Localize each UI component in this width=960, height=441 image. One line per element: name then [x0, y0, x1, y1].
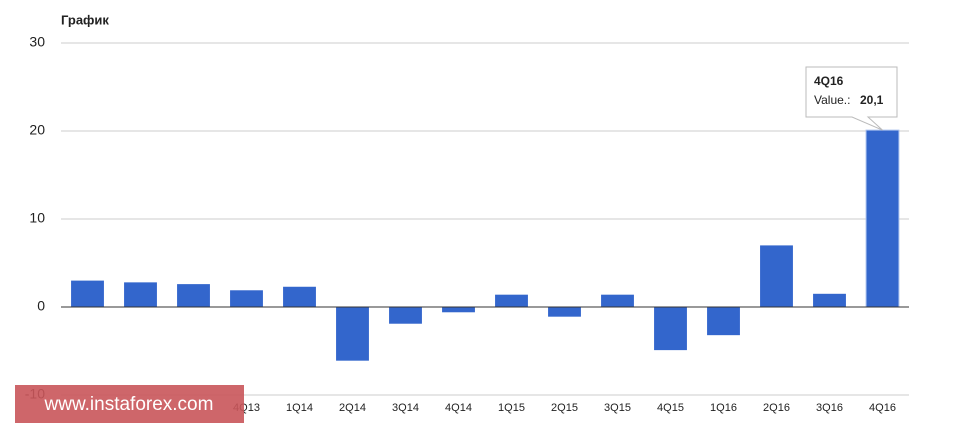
watermark-text: www.instaforex.com: [44, 394, 214, 415]
bar: [230, 290, 263, 307]
x-tick-label: 2Q16: [763, 402, 790, 414]
bar: [442, 307, 475, 313]
bar: [283, 286, 316, 307]
chart-title: График: [61, 12, 109, 27]
x-tick-label: 4Q14: [445, 402, 472, 414]
x-tick-label: 3Q14: [392, 402, 419, 414]
bar: [601, 294, 634, 307]
tooltip-label: Value.:: [814, 93, 850, 107]
x-tick-label: 4Q16: [869, 402, 896, 414]
bar: [548, 307, 581, 317]
bar: [760, 245, 793, 307]
tooltip-title: 4Q16: [814, 74, 844, 88]
bar: [389, 307, 422, 324]
bar: [124, 282, 157, 307]
bar: [865, 129, 900, 308]
watermark-box: [15, 385, 244, 423]
x-tick-label: 2Q14: [339, 402, 366, 414]
x-tick-label: 1Q15: [498, 402, 525, 414]
x-tick-label: 4Q15: [657, 402, 684, 414]
bar: [654, 307, 687, 351]
watermark: www.instaforex.com: [15, 385, 244, 423]
tooltip-box: [805, 66, 898, 131]
x-tick-label: 3Q16: [816, 402, 843, 414]
x-tick-label: 1Q16: [710, 402, 737, 414]
y-tick-label: 10: [29, 210, 45, 226]
bar: [707, 307, 740, 336]
x-tick-label: 1Q14: [286, 402, 313, 414]
x-tick-label: 2Q15: [551, 402, 578, 414]
y-tick-label: 20: [29, 122, 45, 138]
bar: [336, 307, 369, 361]
y-tick-label: 30: [29, 34, 45, 50]
x-tick-label: 3Q15: [604, 402, 631, 414]
bar: [813, 293, 846, 307]
tooltip-value: 20,1: [860, 93, 884, 107]
bar: [495, 294, 528, 307]
y-tick-label: 0: [37, 298, 45, 314]
bar: [177, 284, 210, 307]
bar: [71, 280, 104, 307]
